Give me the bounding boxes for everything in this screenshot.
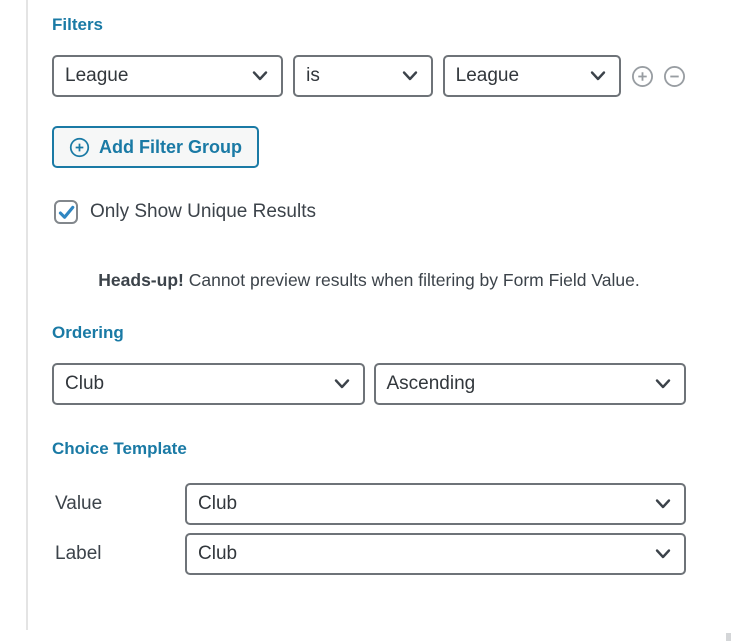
chevron-down-icon [333, 376, 351, 392]
chevron-down-icon [654, 376, 672, 392]
ordering-field-select-value: Club [65, 373, 105, 394]
unique-results-checkbox[interactable] [54, 200, 78, 224]
scrollbar-corner [726, 633, 731, 641]
choice-value-select-value: Club [198, 493, 238, 514]
left-divider [26, 0, 28, 630]
chevron-down-icon [401, 68, 419, 84]
chevron-down-icon [654, 546, 672, 562]
plus-circle-icon [631, 65, 654, 88]
choice-value-label: Value [55, 493, 103, 514]
unique-results-row: Only Show Unique Results [52, 200, 686, 224]
ordering-direction-select-value: Ascending [386, 373, 476, 394]
plus-circle-icon [69, 137, 90, 158]
add-condition-button[interactable] [631, 65, 654, 88]
ordering-direction-select[interactable]: Ascending [373, 363, 686, 405]
filter-condition-row: League is League [52, 55, 686, 97]
ordering-heading: Ordering [52, 323, 124, 342]
choice-label-label: Label [55, 543, 102, 564]
filter-value-select[interactable]: League [442, 55, 622, 97]
minus-circle-icon [663, 65, 686, 88]
settings-content: Filters League is League [52, 0, 686, 575]
filter-operator-select[interactable]: is [293, 55, 433, 97]
checkmark-icon [57, 203, 76, 222]
chevron-down-icon [589, 68, 607, 84]
chevron-down-icon [654, 496, 672, 512]
add-filter-group-button[interactable]: Add Filter Group [52, 126, 259, 168]
choice-label-select[interactable]: Club [185, 533, 686, 575]
notice-lead: Heads-up! [98, 270, 184, 290]
remove-condition-button[interactable] [663, 65, 686, 88]
filter-field-select[interactable]: League [52, 55, 284, 97]
choice-label-select-value: Club [198, 543, 238, 564]
choice-value-select[interactable]: Club [185, 483, 686, 525]
choice-value-row: Value Club [52, 483, 686, 525]
ordering-field-select[interactable]: Club [52, 363, 365, 405]
filter-value-select-value: League [455, 65, 520, 86]
choice-label-row: Label Club [52, 533, 686, 575]
notice-body: Cannot preview results when filtering by… [188, 270, 640, 290]
filter-field-select-value: League [65, 65, 129, 86]
unique-results-label[interactable]: Only Show Unique Results [90, 201, 316, 222]
filter-operator-select-value: is [306, 65, 320, 86]
add-filter-group-label: Add Filter Group [99, 136, 242, 157]
choice-template-heading: Choice Template [52, 439, 187, 458]
ordering-row: Club Ascending [52, 363, 686, 405]
filters-heading: Filters [52, 15, 104, 34]
chevron-down-icon [251, 68, 269, 84]
filter-notice: Heads-up! Cannot preview results when fi… [89, 266, 649, 294]
